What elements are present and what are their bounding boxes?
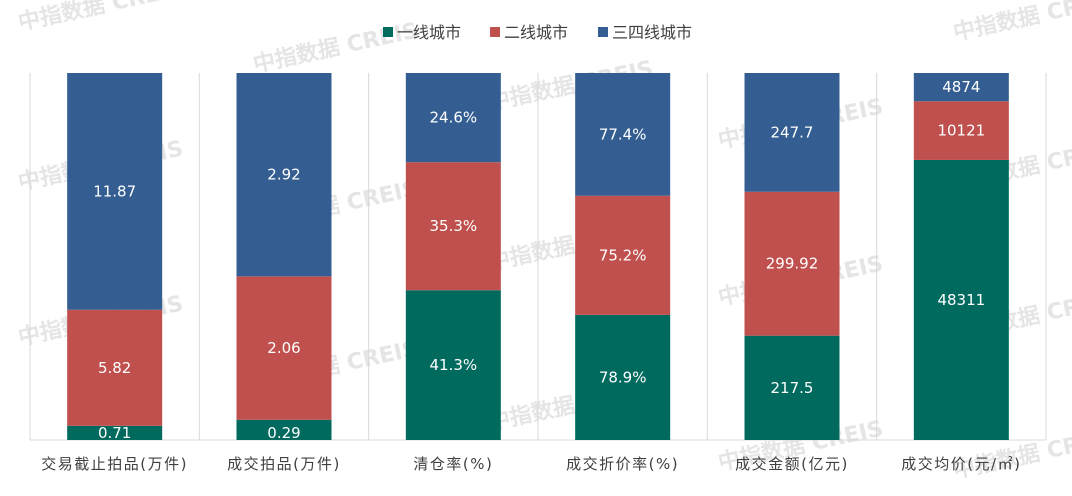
data-label: 247.7 [771,123,814,141]
legend-label: 二线城市 [504,23,568,42]
data-label: 2.06 [267,339,300,357]
bar-segment [744,335,840,440]
legend-label: 一线城市 [397,23,461,42]
legend-label: 三四线城市 [612,23,692,42]
data-label: 4874 [942,78,980,96]
watermark-text: 中指数据 CREIS [951,0,1072,46]
bar-segment [67,309,163,426]
bar-segment [913,159,1009,440]
bar-segment [236,419,332,440]
bar-segment [744,73,840,192]
data-label: 217.5 [771,379,814,397]
bar-segment [405,290,501,440]
category-label: 交易截止拍品(万件) [41,455,188,473]
value-labels-layer: 0.71 5.82 11.87 0.29 2.06 2.92 41.3% 35.3% 24.6%… [93,78,985,442]
data-label: 75.2% [599,246,647,264]
data-label: 11.87 [93,182,136,200]
data-label: 41.3% [430,356,478,374]
data-label: 0.29 [267,424,300,442]
data-label: 24.6% [430,109,478,127]
data-label: 0.71 [98,424,131,442]
bar-segment [744,191,840,336]
watermark-text: 中指数据 CREIS [251,18,421,78]
bar-segment [575,73,671,196]
category-label: 清仓率(%) [413,455,493,473]
grid-layer [29,73,1047,441]
category-labels-layer: 交易截止拍品(万件) 成交拍品(万件) 清仓率(%) 成交折价率(%) 成交金额(亿元)… [41,455,1021,473]
category-label: 成交拍品(万件) [227,455,341,473]
bar-segment [236,276,332,420]
bar-segment [913,73,1009,102]
data-label: 78.9% [599,368,647,386]
category-label: 成交金额(亿元) [735,455,849,473]
data-label: 2.92 [267,166,300,184]
legend-swatch [490,27,500,37]
bar-segment [575,195,671,315]
category-label: 成交均价(元/㎡) [901,455,1021,473]
data-label: 5.82 [98,359,131,377]
legend-swatch [383,27,393,37]
data-label: 77.4% [599,125,647,143]
data-label: 48311 [937,291,985,309]
bar-segment [236,73,332,277]
bar-segment [67,73,163,310]
bar-segment [67,425,163,440]
legend: 一线城市 二线城市 三四线城市 [383,23,692,42]
data-label: 35.3% [430,217,478,235]
watermark-text: 中指数据 CREIS [16,0,186,36]
data-label: 10121 [937,122,985,140]
bars-layer [67,73,1009,440]
bar-segment [405,162,501,291]
legend-swatch [598,27,608,37]
bar-segment [575,314,671,440]
data-label: 299.92 [766,255,819,273]
category-label: 成交折价率(%) [566,455,679,473]
bar-segment [913,101,1009,160]
bar-segment [405,73,501,163]
